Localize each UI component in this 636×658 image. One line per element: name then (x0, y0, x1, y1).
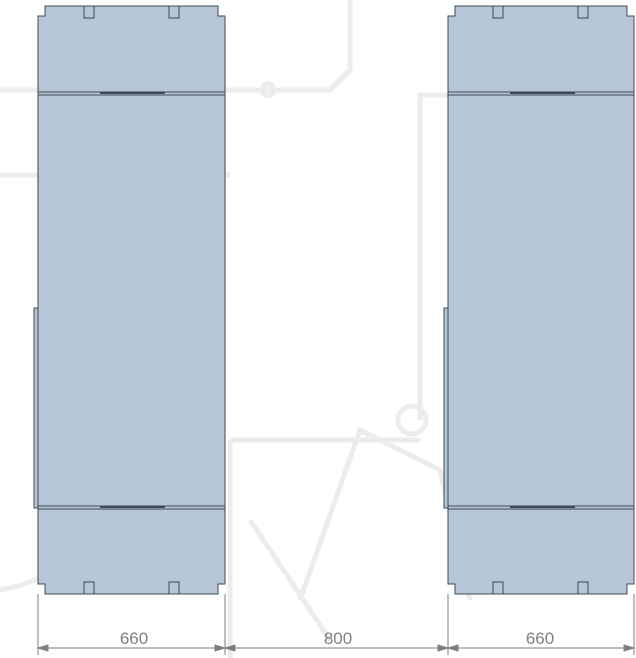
left-cabinet-bottom-section (37, 508, 226, 595)
right-cabinet (443, 5, 635, 595)
right-cabinet-bottom-section (447, 508, 635, 595)
dimension-gap-width: 800 (323, 629, 353, 648)
dimension-left-cabinet-width: 660 (119, 629, 149, 648)
left-cabinet-top-section (37, 5, 226, 93)
left-cabinet (33, 5, 226, 595)
right-cabinet-main-section (447, 91, 635, 510)
dimension-right-cabinet-width: 660 (525, 629, 555, 648)
right-cabinet-top-section (447, 5, 635, 93)
left-cabinet-main-section (37, 91, 226, 510)
dimension-lines (36, 594, 636, 655)
